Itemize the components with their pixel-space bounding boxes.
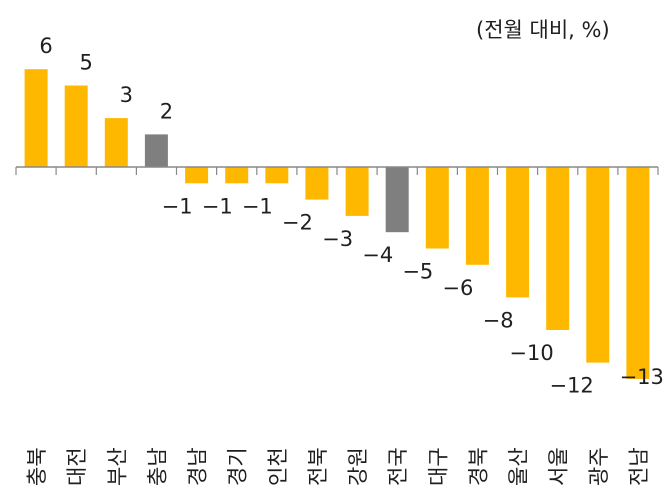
data-label-울산: −8 — [483, 308, 514, 332]
category-label-경남: 경남 — [186, 447, 210, 486]
data-label-전국: −4 — [362, 243, 393, 267]
bar-울산 — [506, 167, 530, 298]
data-label-전북: −2 — [282, 211, 313, 235]
data-label-경기: −1 — [202, 194, 233, 218]
data-label-충남: 2 — [160, 99, 173, 123]
category-label-부산: 부산 — [105, 447, 129, 486]
category-label-대전: 대전 — [65, 447, 89, 486]
unit-note: (전월 대비, %) — [476, 18, 610, 42]
bar-대구 — [425, 167, 449, 249]
category-label-경기: 경기 — [226, 447, 250, 486]
bar-서울 — [546, 167, 570, 330]
bar-경기 — [225, 167, 249, 184]
bar-광주 — [586, 167, 610, 363]
category-label-인천: 인천 — [266, 447, 290, 486]
data-label-대구: −5 — [402, 260, 433, 284]
data-label-경남: −1 — [162, 194, 193, 218]
bar-강원 — [345, 167, 369, 216]
bar-전국 — [385, 167, 409, 233]
category-label-서울: 서울 — [547, 447, 571, 486]
data-label-부산: 3 — [120, 83, 133, 107]
category-label-강원: 강원 — [346, 447, 370, 486]
bar-인천 — [265, 167, 289, 184]
category-label-대구: 대구 — [426, 447, 450, 486]
bar-경북 — [465, 167, 489, 265]
category-label-충남: 충남 — [145, 447, 169, 486]
bar-충남 — [144, 134, 168, 167]
data-label-경북: −6 — [442, 276, 473, 300]
bar-부산 — [104, 118, 128, 167]
data-label-강원: −3 — [322, 227, 353, 251]
category-label-광주: 광주 — [587, 447, 611, 486]
data-label-대전: 5 — [80, 51, 93, 75]
category-label-울산: 울산 — [507, 447, 531, 486]
category-label-전남: 전남 — [627, 447, 651, 486]
bar-경남 — [185, 167, 209, 184]
data-label-충북: 6 — [39, 34, 52, 58]
bar-충북 — [24, 69, 48, 167]
data-label-전남: −13 — [620, 365, 664, 389]
category-label-전북: 전북 — [306, 447, 330, 486]
category-label-충북: 충북 — [25, 447, 49, 486]
data-label-광주: −12 — [549, 374, 593, 398]
data-label-서울: −10 — [509, 341, 553, 365]
category-label-전국: 전국 — [386, 447, 410, 486]
data-label-인천: −1 — [242, 194, 273, 218]
bar-전남 — [626, 167, 650, 379]
category-label-경북: 경북 — [466, 447, 490, 486]
bar-대전 — [64, 85, 88, 167]
bar-전북 — [305, 167, 329, 200]
